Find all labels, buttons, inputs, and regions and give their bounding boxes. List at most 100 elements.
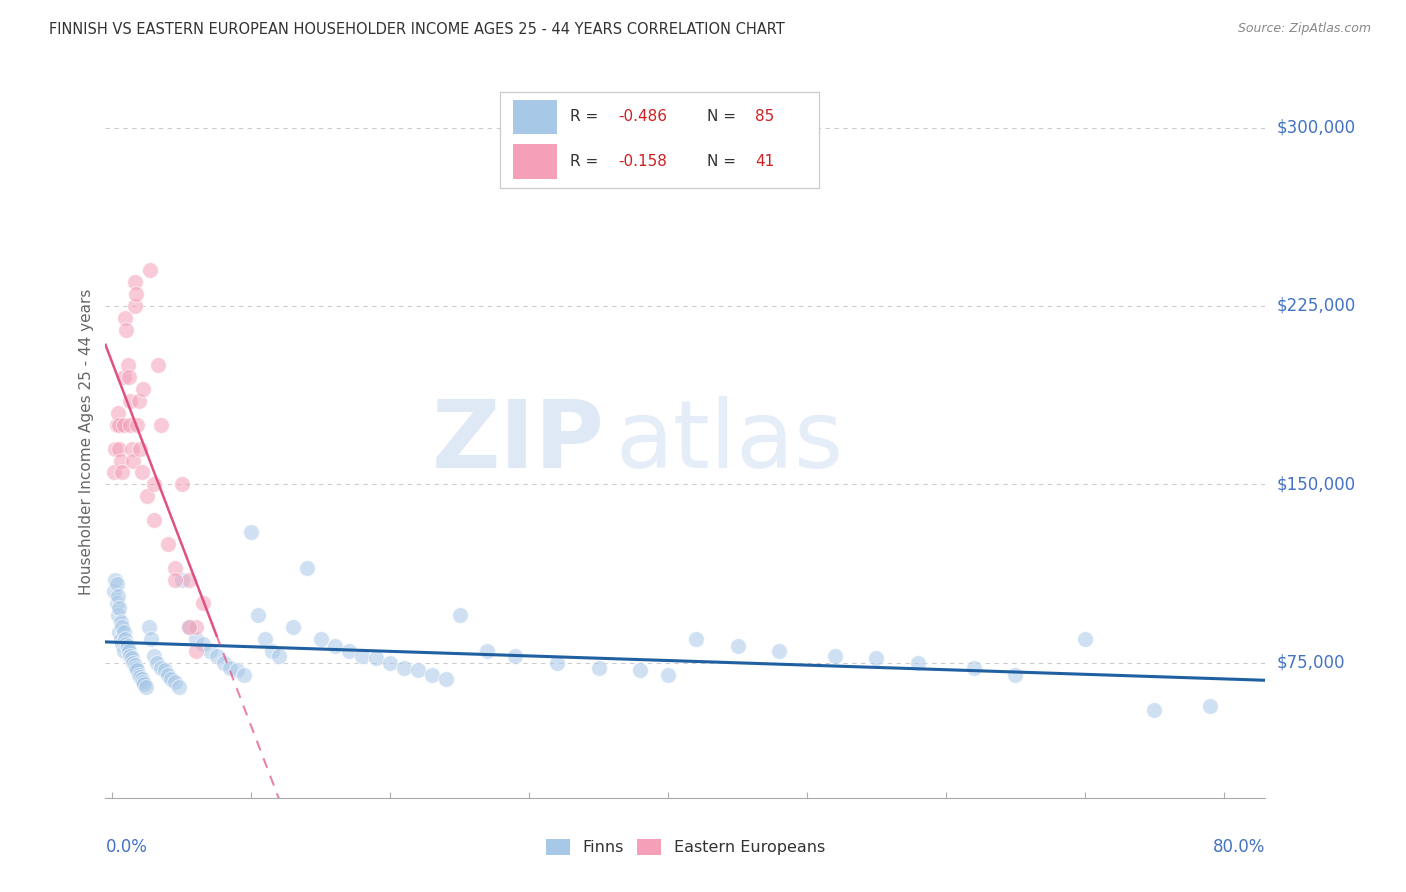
Text: 0.0%: 0.0% (105, 838, 148, 855)
Point (163, 674, 186, 689)
Point (184, 632, 207, 646)
Point (380, 656, 402, 670)
Point (477, 644, 499, 658)
Point (824, 648, 846, 663)
Point (1004, 667, 1026, 681)
Point (120, 417, 142, 432)
Point (240, 524, 263, 539)
Point (150, 417, 173, 432)
Point (138, 620, 160, 634)
Point (170, 573, 193, 587)
Point (110, 453, 132, 467)
Point (269, 648, 291, 663)
Point (546, 656, 568, 670)
Point (121, 442, 143, 456)
Text: $300,000: $300,000 (1277, 119, 1355, 136)
Point (141, 632, 163, 646)
Point (117, 359, 139, 373)
Point (212, 656, 235, 670)
Point (150, 660, 173, 674)
Point (177, 620, 200, 634)
Point (134, 677, 156, 691)
Point (406, 663, 429, 677)
Legend: Finns, Eastern Europeans: Finns, Eastern Europeans (540, 832, 831, 862)
Text: $225,000: $225,000 (1277, 297, 1355, 315)
Point (124, 658, 146, 673)
Point (135, 680, 157, 694)
Point (153, 663, 176, 677)
Point (103, 584, 125, 599)
Point (167, 680, 190, 694)
Point (131, 673, 153, 687)
Point (628, 663, 651, 677)
Point (143, 477, 166, 491)
Text: Source: ZipAtlas.com: Source: ZipAtlas.com (1237, 22, 1371, 36)
Point (434, 673, 457, 687)
Point (120, 394, 142, 409)
Point (768, 644, 790, 658)
Point (107, 589, 129, 603)
Point (657, 667, 679, 681)
Point (127, 663, 149, 677)
Point (295, 560, 318, 574)
Point (136, 489, 159, 503)
Point (131, 466, 153, 480)
Point (420, 667, 443, 681)
Point (108, 417, 131, 432)
Point (120, 648, 142, 663)
Point (128, 667, 150, 681)
Point (143, 513, 166, 527)
Point (907, 656, 929, 670)
Point (112, 644, 135, 658)
Point (111, 620, 134, 634)
Point (112, 370, 135, 384)
Point (111, 466, 134, 480)
Point (129, 670, 152, 684)
Point (281, 620, 304, 634)
Point (191, 596, 214, 610)
Point (105, 417, 128, 432)
Point (128, 394, 150, 409)
Point (198, 644, 221, 658)
Point (108, 624, 131, 639)
Point (124, 299, 146, 313)
Point (112, 624, 135, 639)
Point (125, 287, 148, 301)
Point (1198, 698, 1220, 713)
Point (177, 620, 200, 634)
Point (129, 442, 152, 456)
Point (865, 651, 887, 665)
Point (963, 660, 986, 674)
Point (191, 637, 214, 651)
Point (309, 632, 332, 646)
Point (112, 417, 135, 432)
Point (105, 596, 128, 610)
Point (118, 370, 141, 384)
Point (110, 615, 132, 630)
Point (107, 406, 129, 420)
Point (449, 608, 471, 623)
Point (127, 417, 149, 432)
Text: $150,000: $150,000 (1277, 475, 1355, 493)
Text: ZIP: ZIP (432, 395, 605, 488)
Point (323, 639, 346, 653)
Point (122, 656, 145, 670)
Point (159, 673, 181, 687)
Point (111, 637, 134, 651)
Point (108, 442, 131, 456)
Point (132, 674, 155, 689)
Point (685, 632, 707, 646)
Point (103, 466, 125, 480)
Point (121, 651, 143, 665)
Point (163, 560, 186, 574)
Point (184, 620, 207, 634)
Text: atlas: atlas (616, 395, 844, 488)
Point (114, 310, 136, 325)
Point (163, 573, 186, 587)
Point (125, 660, 148, 674)
Point (118, 644, 141, 658)
Point (226, 663, 249, 677)
Point (588, 660, 610, 674)
Point (104, 573, 127, 587)
Point (1074, 632, 1097, 646)
